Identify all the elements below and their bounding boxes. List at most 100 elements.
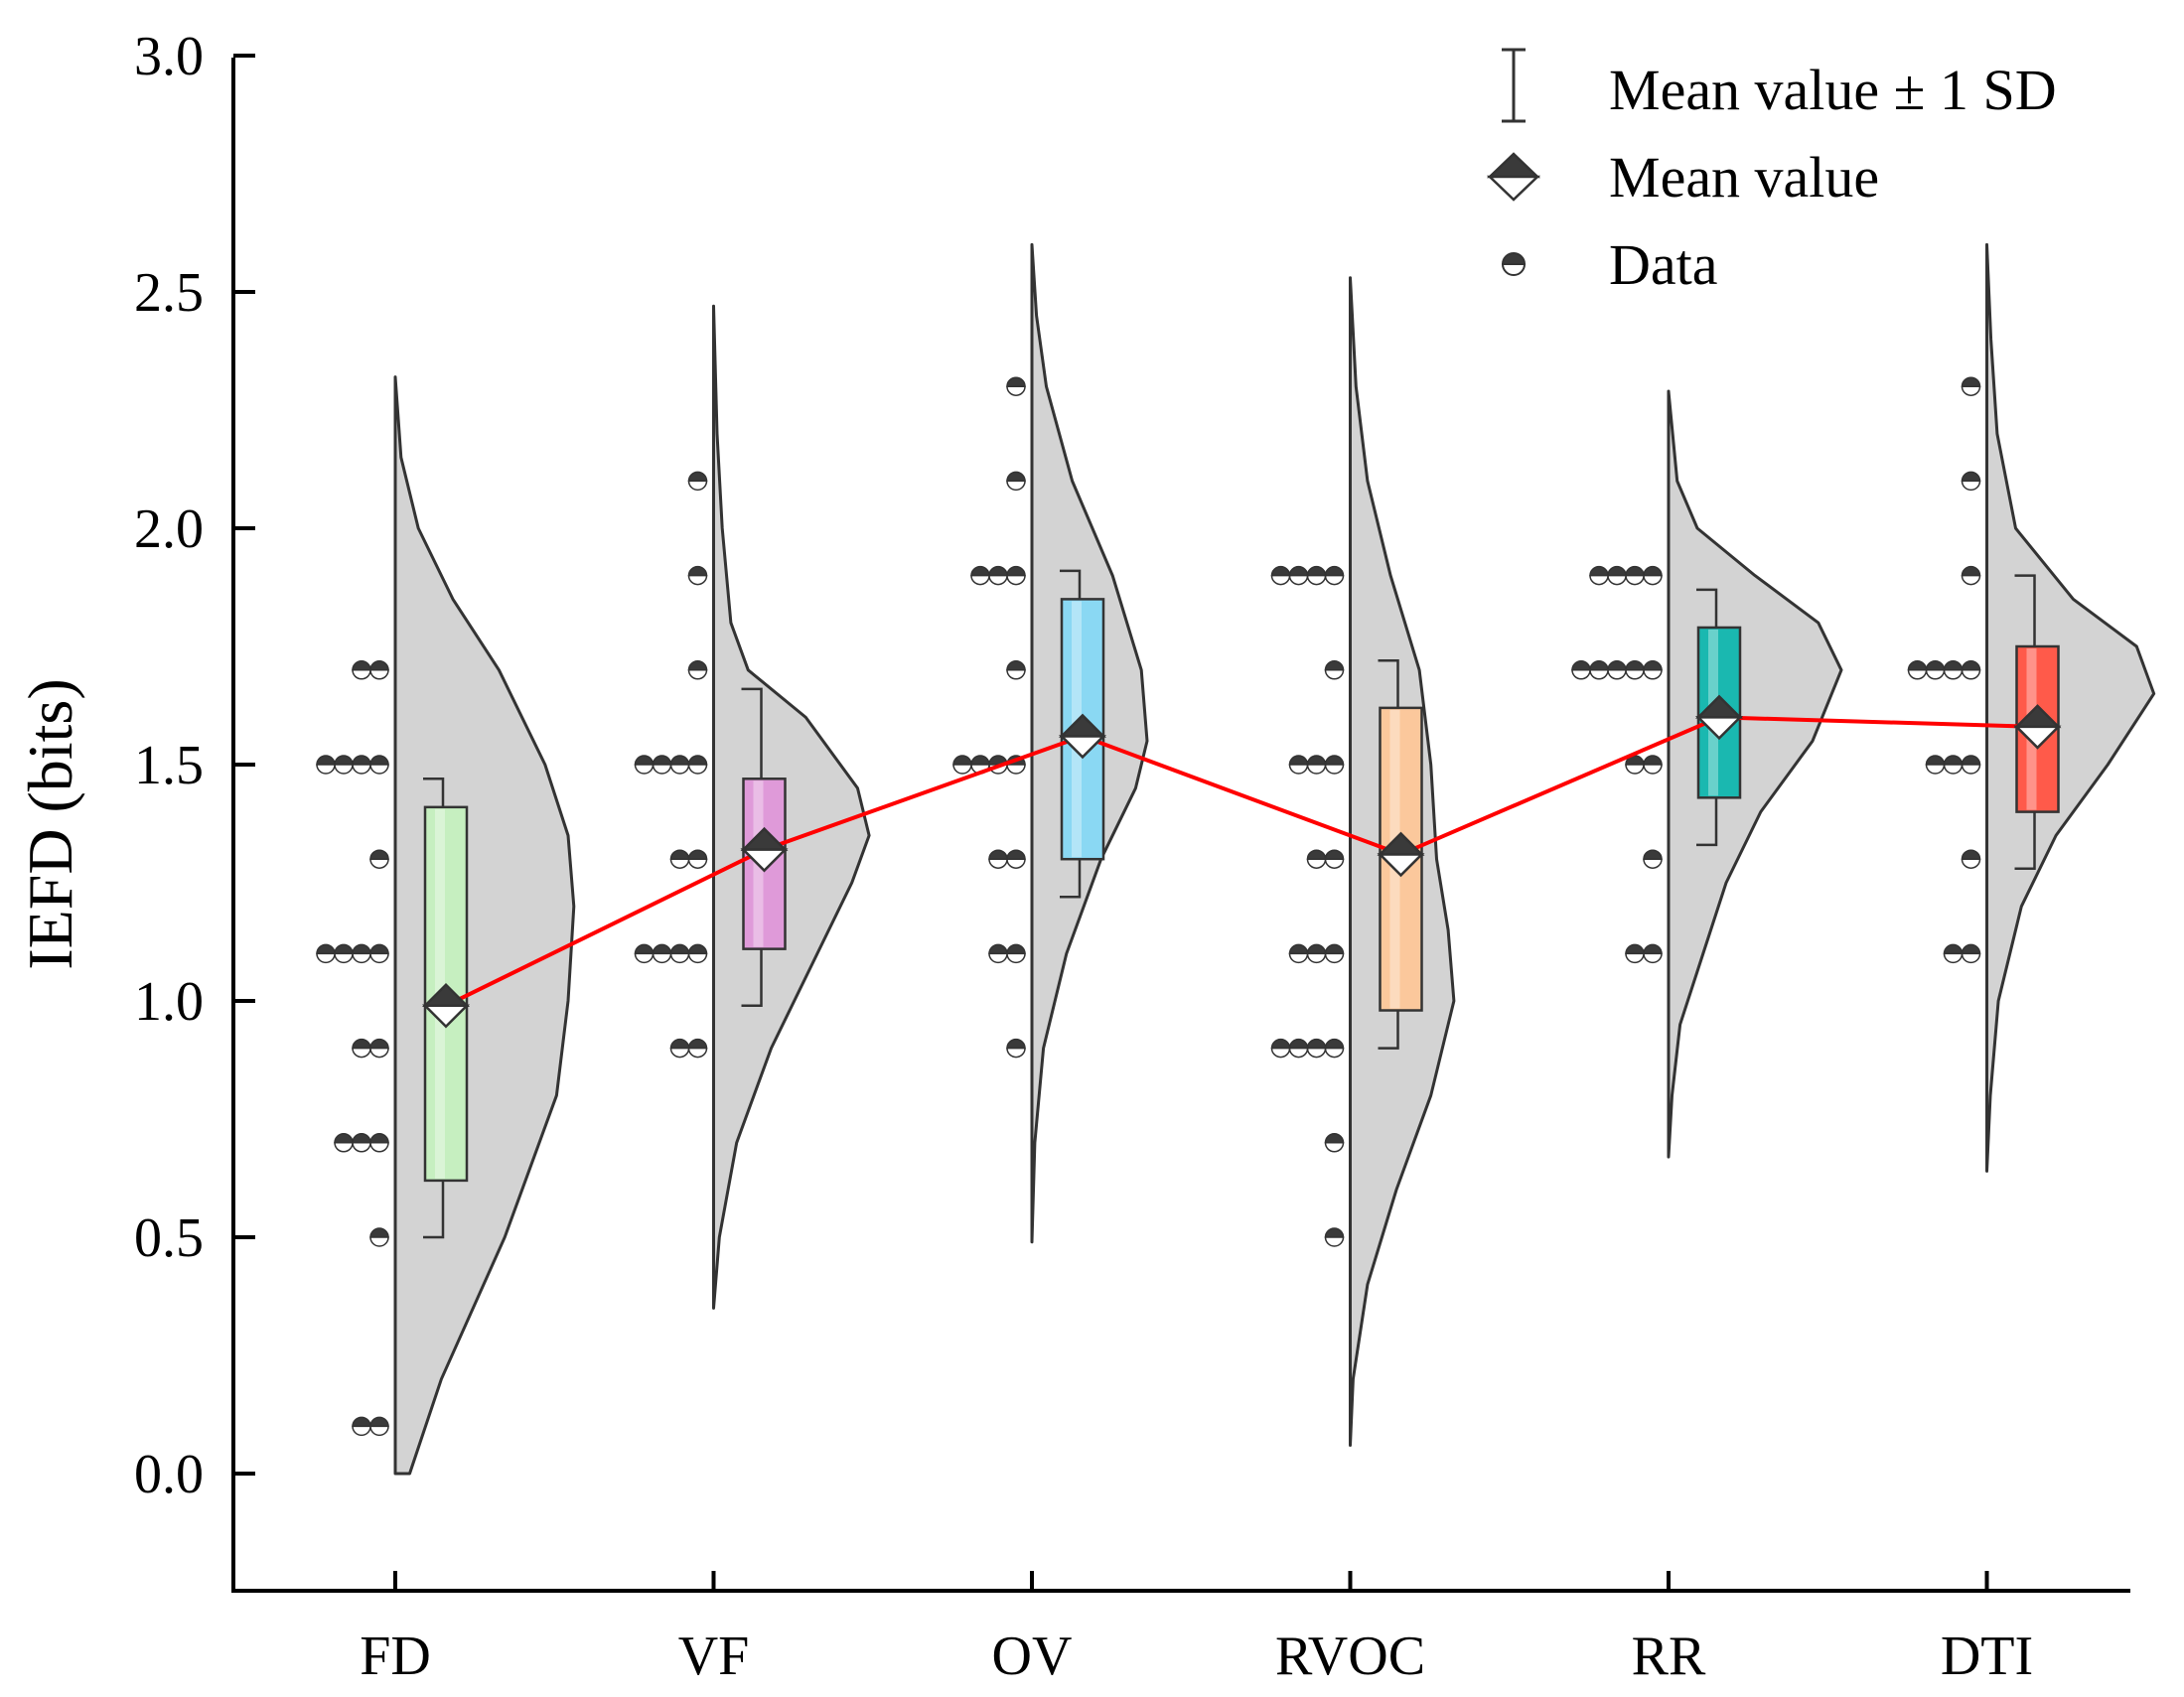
- legend-dot-icon: [1501, 252, 1527, 276]
- legend-diamond-icon: [1486, 152, 1541, 202]
- data-point: [687, 849, 708, 869]
- x-tick-label-vf: VF: [678, 1626, 750, 1687]
- legend-label-sd: Mean value ± 1 SD: [1609, 58, 2057, 122]
- data-point: [1961, 660, 1981, 680]
- violin-vf: [712, 304, 871, 1310]
- y-tick-label: 3.0: [134, 26, 204, 87]
- mean-marker-layer: [421, 694, 2062, 1029]
- violin-dti: [1985, 242, 2156, 1173]
- data-point: [1006, 943, 1026, 964]
- data-point: [669, 1038, 690, 1059]
- data-point: [352, 660, 371, 680]
- data-point: [669, 943, 690, 964]
- data-point: [369, 1038, 389, 1059]
- data-point: [687, 565, 708, 586]
- legend-errorbar-icon: [1502, 48, 1526, 123]
- data-point: [369, 755, 389, 775]
- data-point: [1961, 943, 1981, 964]
- data-point: [352, 1038, 371, 1059]
- data-point: [352, 755, 371, 775]
- data-point: [687, 1038, 708, 1059]
- data-point: [1625, 755, 1645, 775]
- violin-layer: [393, 242, 2156, 1476]
- data-point: [369, 1227, 389, 1247]
- mean-connector-line: [445, 715, 2038, 1008]
- x-tick-layer: FD VF OV RVOC RR DTI: [360, 1571, 2033, 1687]
- y-tick-label: 2.0: [134, 498, 204, 560]
- data-point: [369, 1133, 389, 1153]
- data-point-layer: [316, 376, 1981, 1437]
- data-point: [1306, 755, 1327, 775]
- data-point: [1961, 565, 1981, 586]
- mean-marker-rvoc: [1377, 831, 1425, 878]
- data-point: [1288, 943, 1309, 964]
- y-tick-label: 1.5: [134, 735, 204, 796]
- data-point: [988, 565, 1008, 586]
- data-point: [1925, 660, 1946, 680]
- data-point: [316, 943, 336, 964]
- data-point: [1961, 849, 1981, 869]
- x-tick-label-rr: RR: [1632, 1626, 1706, 1687]
- data-point: [1625, 660, 1645, 680]
- data-point: [1006, 1038, 1026, 1059]
- data-point: [1961, 755, 1981, 775]
- data-point: [652, 755, 672, 775]
- data-point: [634, 943, 655, 964]
- data-point: [669, 849, 690, 869]
- data-point: [952, 755, 972, 775]
- data-point: [1324, 943, 1345, 964]
- data-point: [1006, 376, 1026, 396]
- data-point: [1006, 565, 1026, 586]
- data-point: [1006, 849, 1026, 869]
- data-point: [1925, 755, 1946, 775]
- data-point: [1324, 1227, 1345, 1247]
- data-point: [1306, 849, 1327, 869]
- legend-item-sd: Mean value ± 1 SD: [1502, 48, 2057, 123]
- data-point: [316, 755, 336, 775]
- data-point: [1006, 660, 1026, 680]
- data-point: [652, 943, 672, 964]
- data-point: [334, 1133, 354, 1153]
- data-point: [1288, 1038, 1309, 1059]
- data-point: [1643, 849, 1663, 869]
- data-point: [669, 755, 690, 775]
- x-tick-label-fd: FD: [360, 1626, 431, 1687]
- data-point: [1943, 755, 1964, 775]
- data-point: [1643, 943, 1663, 964]
- legend-label-mean: Mean value: [1609, 145, 1879, 210]
- legend: Mean value ± 1 SD Mean value Data: [1486, 48, 2057, 297]
- legend-item-mean: Mean value: [1486, 145, 1879, 210]
- data-point: [1625, 943, 1645, 964]
- data-point: [1306, 943, 1327, 964]
- data-point: [1324, 660, 1345, 680]
- x-tick-label-dti: DTI: [1941, 1626, 2033, 1687]
- data-point: [1607, 660, 1627, 680]
- data-point: [1643, 660, 1663, 680]
- data-point: [634, 755, 655, 775]
- x-tick-label-ov: OV: [992, 1626, 1073, 1687]
- data-point: [1324, 565, 1345, 586]
- y-tick-layer: 0.0 0.5 1.0 1.5 2.0 2.5 3.0: [134, 26, 255, 1505]
- data-point: [1324, 755, 1345, 775]
- data-point: [352, 943, 371, 964]
- data-point: [1943, 943, 1964, 964]
- mean-marker-dti: [2013, 704, 2062, 750]
- data-point: [1961, 376, 1981, 396]
- data-point: [334, 943, 354, 964]
- data-point: [352, 1133, 371, 1153]
- data-point: [369, 660, 389, 680]
- mean-marker-vf: [740, 826, 789, 873]
- violin-fd: [393, 375, 576, 1476]
- data-point: [1589, 565, 1609, 586]
- legend-item-data: Data: [1501, 232, 1718, 297]
- data-point: [1625, 565, 1645, 586]
- data-point: [1324, 1133, 1345, 1153]
- y-tick-label: 1.0: [134, 971, 204, 1033]
- data-point: [1288, 565, 1309, 586]
- data-point: [687, 943, 708, 964]
- data-point: [369, 849, 389, 869]
- y-tick-label: 0.5: [134, 1207, 204, 1269]
- data-point: [1270, 565, 1291, 586]
- x-tick-label-rvoc: RVOC: [1275, 1626, 1425, 1687]
